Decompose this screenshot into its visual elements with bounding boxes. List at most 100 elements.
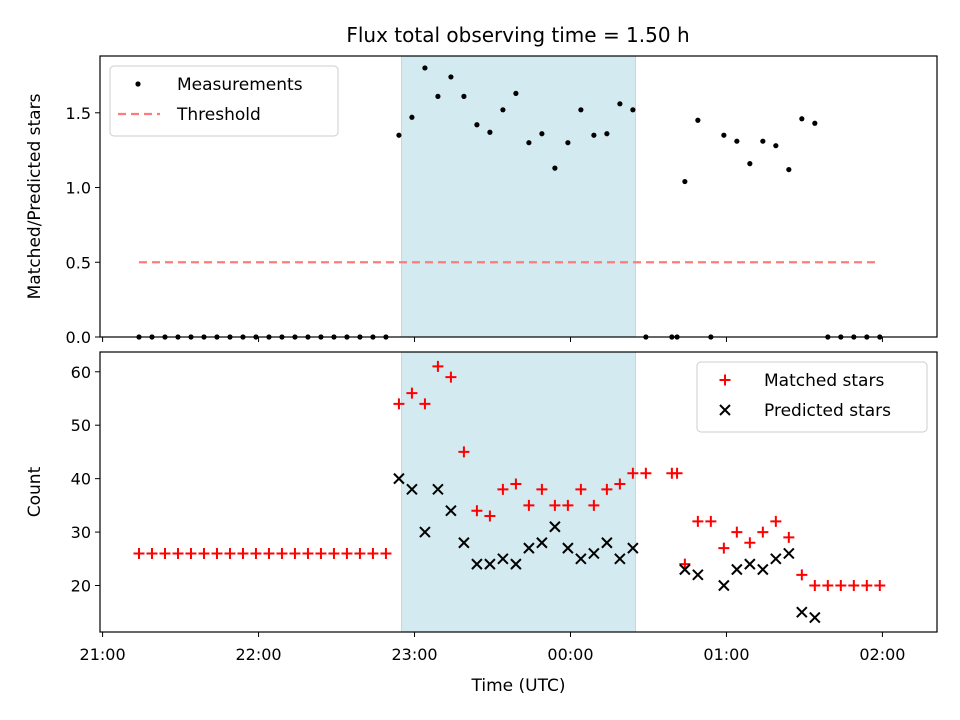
y-tick-label: 1.0 bbox=[66, 179, 91, 198]
data-point bbox=[861, 580, 873, 592]
data-point bbox=[604, 131, 610, 137]
data-point bbox=[627, 467, 639, 479]
data-point bbox=[419, 398, 431, 410]
data-point bbox=[562, 542, 574, 554]
data-point bbox=[445, 504, 457, 517]
x-tick-label: 00:00 bbox=[547, 645, 593, 664]
data-point bbox=[770, 515, 782, 527]
data-point bbox=[354, 547, 366, 559]
data-point bbox=[799, 116, 805, 122]
legend: Measurements Threshold bbox=[109, 65, 339, 137]
data-point bbox=[744, 537, 756, 549]
data-point bbox=[783, 531, 795, 543]
data-point bbox=[396, 132, 402, 138]
data-point bbox=[513, 90, 519, 96]
legend: Matched stars Predicted stars bbox=[696, 361, 928, 433]
data-point bbox=[146, 547, 158, 559]
data-point bbox=[575, 553, 587, 565]
data-point bbox=[461, 93, 467, 99]
data-point bbox=[614, 553, 626, 565]
data-point bbox=[406, 483, 418, 496]
x-tick-label: 23:00 bbox=[391, 645, 437, 664]
y-tick-label: 0.0 bbox=[66, 328, 91, 347]
x-tick-label: 01:00 bbox=[703, 645, 749, 664]
data-point bbox=[380, 547, 392, 559]
data-point bbox=[591, 132, 597, 138]
data-point bbox=[796, 606, 808, 618]
y-tick-label: 1.5 bbox=[66, 104, 91, 123]
chart-title: Flux total observing time = 1.50 h bbox=[346, 23, 689, 47]
data-point bbox=[172, 547, 184, 559]
data-point bbox=[588, 499, 600, 511]
legend-marker bbox=[719, 374, 731, 386]
data-point bbox=[484, 510, 496, 522]
data-point bbox=[409, 114, 415, 120]
data-point bbox=[812, 120, 818, 126]
data-point bbox=[718, 579, 730, 592]
data-point bbox=[835, 580, 847, 592]
data-point bbox=[588, 547, 600, 560]
data-point bbox=[211, 547, 223, 559]
data-point bbox=[471, 505, 483, 517]
data-point bbox=[435, 93, 441, 99]
data-point bbox=[796, 569, 808, 581]
panel-1: 0.0 0.5 1.0 1.5 Matched/Predicted stars Measu… bbox=[25, 55, 938, 347]
data-point bbox=[432, 360, 444, 372]
data-point bbox=[731, 563, 743, 576]
data-point bbox=[185, 547, 197, 559]
legend-marker bbox=[135, 81, 141, 87]
data-point bbox=[458, 537, 470, 549]
data-point bbox=[510, 478, 522, 490]
data-point bbox=[565, 140, 571, 146]
data-point bbox=[237, 547, 249, 559]
data-point bbox=[705, 515, 717, 527]
data-point bbox=[198, 547, 210, 559]
series-predicted-stars bbox=[393, 472, 821, 624]
data-point bbox=[848, 580, 860, 592]
data-point bbox=[422, 65, 428, 71]
data-point bbox=[393, 398, 405, 410]
data-point bbox=[526, 140, 532, 146]
y-tick-label: 30 bbox=[71, 523, 91, 542]
data-point bbox=[809, 580, 821, 592]
legend-box bbox=[109, 65, 339, 137]
data-point bbox=[523, 499, 535, 511]
data-point bbox=[445, 371, 457, 383]
data-point bbox=[575, 483, 587, 495]
data-point bbox=[159, 547, 171, 559]
data-point bbox=[497, 553, 509, 565]
data-point bbox=[406, 387, 418, 399]
data-point bbox=[500, 107, 506, 113]
data-point bbox=[393, 472, 405, 485]
data-point bbox=[773, 143, 779, 149]
data-point bbox=[786, 166, 792, 173]
plot-frame bbox=[99, 55, 938, 338]
data-point bbox=[601, 483, 613, 495]
y-tick-label: 50 bbox=[71, 416, 91, 435]
data-point bbox=[682, 178, 688, 185]
data-point bbox=[419, 526, 431, 538]
data-point bbox=[562, 499, 574, 511]
data-point bbox=[783, 547, 795, 560]
data-point bbox=[744, 558, 756, 570]
data-point bbox=[523, 542, 535, 554]
data-point bbox=[614, 478, 626, 490]
data-point bbox=[367, 547, 379, 559]
data-point bbox=[640, 467, 652, 479]
data-point bbox=[302, 547, 314, 559]
data-point bbox=[471, 558, 483, 570]
data-point bbox=[630, 107, 636, 113]
data-point bbox=[747, 161, 753, 167]
data-point bbox=[770, 553, 782, 565]
data-point bbox=[671, 467, 683, 479]
data-point bbox=[497, 483, 509, 495]
data-point bbox=[341, 547, 353, 559]
legend-label: Measurements bbox=[177, 75, 303, 95]
data-point bbox=[549, 499, 561, 511]
legend-marker bbox=[719, 404, 731, 416]
data-point bbox=[679, 563, 691, 576]
legend-label: Predicted stars bbox=[764, 401, 891, 421]
data-point bbox=[718, 542, 730, 554]
x-tick-label: 02:00 bbox=[859, 645, 905, 664]
